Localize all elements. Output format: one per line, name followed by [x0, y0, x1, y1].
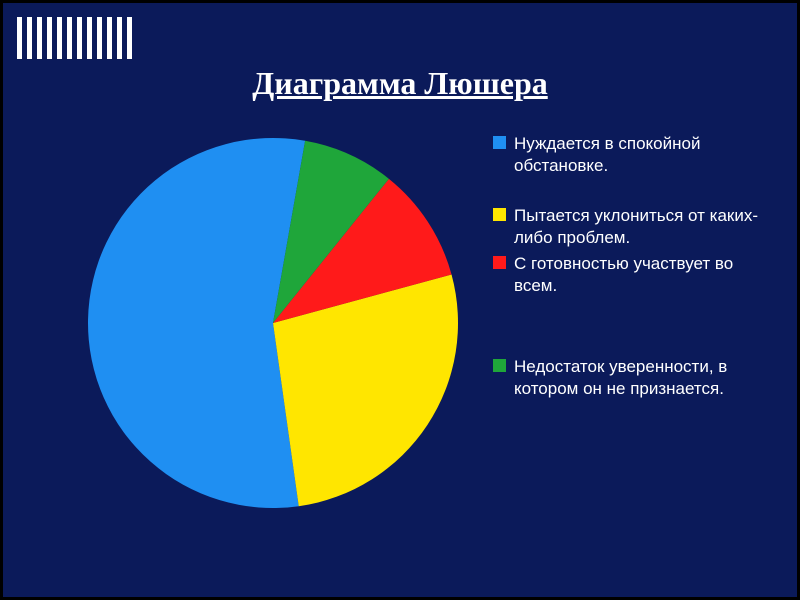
pie-slice [88, 138, 305, 508]
legend-item: С готовностью участвует во всем. [493, 253, 763, 297]
decor-bar [97, 17, 102, 59]
slide-root: Диаграмма Люшера Нуждается в спокойной о… [0, 0, 800, 600]
decor-bar [77, 17, 82, 59]
decor-bar [37, 17, 42, 59]
pie-chart [83, 133, 463, 513]
legend-swatch [493, 256, 506, 269]
legend-label: С готовностью участвует во всем. [514, 253, 763, 297]
legend: Нуждается в спокойной обстановке. Пытаетс… [493, 133, 763, 400]
legend-swatch [493, 136, 506, 149]
decor-bar [117, 17, 122, 59]
header-decor-bars [17, 17, 132, 59]
slide-title: Диаграмма Люшера [3, 65, 797, 102]
legend-swatch [493, 208, 506, 221]
legend-item: Пытается уклониться от каких-либо пробле… [493, 205, 763, 249]
legend-label: Недостаток уверенности, в котором он не … [514, 356, 763, 400]
decor-bar [107, 17, 112, 59]
decor-bar [17, 17, 22, 59]
legend-swatch [493, 359, 506, 372]
legend-item: Недостаток уверенности, в котором он не … [493, 356, 763, 400]
legend-label: Нуждается в спокойной обстановке. [514, 133, 763, 177]
pie-chart-svg [83, 133, 463, 513]
legend-label: Пытается уклониться от каких-либо пробле… [514, 205, 763, 249]
decor-bar [87, 17, 92, 59]
decor-bar [127, 17, 132, 59]
legend-item: Нуждается в спокойной обстановке. [493, 133, 763, 177]
decor-bar [27, 17, 32, 59]
decor-bar [57, 17, 62, 59]
decor-bar [47, 17, 52, 59]
decor-bar [67, 17, 72, 59]
